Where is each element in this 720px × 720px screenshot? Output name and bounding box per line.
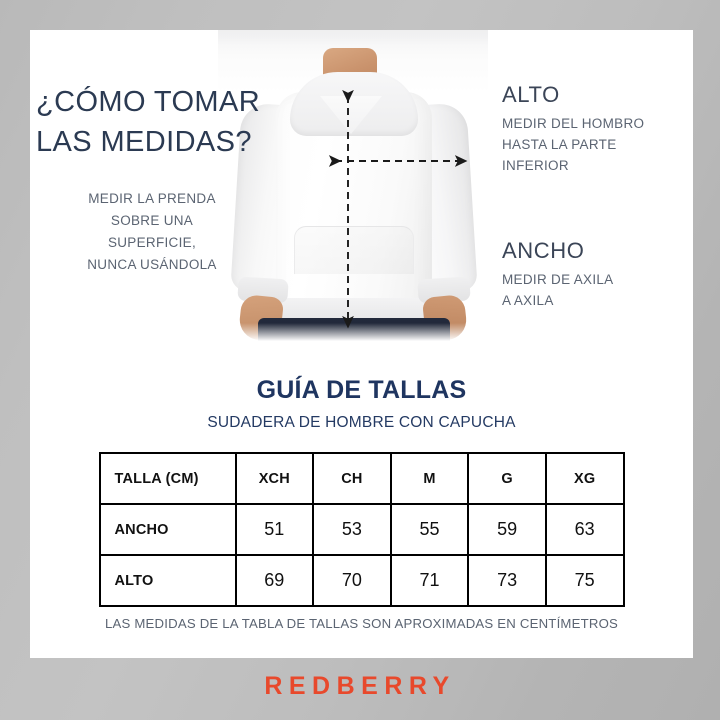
size-table: TALLA (CM) XCH CH M G XG ANCHO 51 53 55 [98,452,625,607]
header-talla: TALLA (CM) [98,452,237,505]
photo-top-fade [218,30,488,44]
table-header-row: TALLA (CM) XCH CH M G XG [98,452,625,505]
ancho-xch: 51 [234,503,315,556]
size-table-head: TALLA (CM) XCH CH M G XG [98,452,625,505]
note-line-2: SOBRE UNA [110,212,194,228]
header-xg: XG [544,452,625,505]
header-m: M [389,452,470,505]
header-xch: XCH [234,452,315,505]
alto-ch: 70 [312,554,392,607]
alto-m: 71 [389,554,470,607]
measurement-ancho-title: ANCHO [502,238,585,263]
note-line-4: NUNCA USÁNDOLA [87,256,217,272]
ancho-xg: 63 [544,503,625,556]
row-label-ancho: ANCHO [98,503,237,556]
how-to-measure-heading: ¿CÓMO TOMAR LAS MEDIDAS? [36,82,261,162]
header-ch: CH [312,452,392,505]
photo-bottom-fade [218,323,488,345]
ancho-desc-line-1: MEDIR DE AXILA [502,272,614,288]
note-line-3: SUPERFICIE, [107,234,197,250]
alto-xg: 75 [544,554,625,607]
measurement-alto-title: ALTO [502,82,560,107]
header-g: G [467,452,547,505]
alto-g: 73 [467,554,547,607]
how-to-measure-section: ¿CÓMO TOMAR LAS MEDIDAS? MEDIR LA PRENDA… [30,30,693,345]
hoodie-pocket [294,226,414,274]
measurement-ancho-description: MEDIR DE AXILA A AXILA [502,270,692,312]
size-guide-subtitle: SUDADERA DE HOMBRE CON CAPUCHA [207,414,516,431]
ancho-ch: 53 [312,503,392,556]
measurement-alto-block: ALTO MEDIR DEL HOMBRO HASTA LA PARTE INF… [502,82,692,177]
product-photo [218,30,488,345]
alto-xch: 69 [234,554,315,607]
how-to-measure-note: MEDIR LA PRENDA SOBRE UNA SUPERFICIE, NU… [36,188,220,275]
ancho-g: 59 [467,503,547,556]
alto-desc-line-1: MEDIR DEL HOMBRO [502,116,645,132]
alto-desc-line-2: HASTA LA PARTE [502,137,617,153]
row-label-alto: ALTO [98,554,237,607]
hoodie-hem [276,298,432,320]
size-guide-title: GUÍA DE TALLAS [256,376,467,404]
note-line-1: MEDIR LA PRENDA [88,191,216,207]
measurement-alto-description: MEDIR DEL HOMBRO HASTA LA PARTE INFERIOR [502,114,692,177]
ancho-m: 55 [389,503,470,556]
size-table-section: GUÍA DE TALLAS SUDADERA DE HOMBRE CON CA… [30,348,693,631]
table-row: ALTO 69 70 71 73 75 [98,554,625,607]
heading-line-1: ¿CÓMO TOMAR [36,86,261,118]
size-table-note: LAS MEDIDAS DE LA TABLA DE TALLAS SON AP… [104,616,619,631]
table-row: ANCHO 51 53 55 59 63 [98,503,625,556]
alto-desc-line-3: INFERIOR [502,158,569,174]
how-to-measure-block: ¿CÓMO TOMAR LAS MEDIDAS? MEDIR LA PRENDA… [30,82,261,275]
size-table-body: ANCHO 51 53 55 59 63 ALTO 69 70 71 73 75 [98,503,625,607]
ancho-desc-line-2: A AXILA [502,293,554,309]
size-table-wrapper: TALLA (CM) XCH CH M G XG ANCHO 51 53 55 [98,452,625,607]
brand-logo: REDBERRY [264,672,456,700]
measurement-ancho-block: ANCHO MEDIR DE AXILA A AXILA [502,238,692,312]
heading-line-2: LAS MEDIDAS? [36,126,252,159]
size-guide-card: ¿CÓMO TOMAR LAS MEDIDAS? MEDIR LA PRENDA… [30,30,693,658]
